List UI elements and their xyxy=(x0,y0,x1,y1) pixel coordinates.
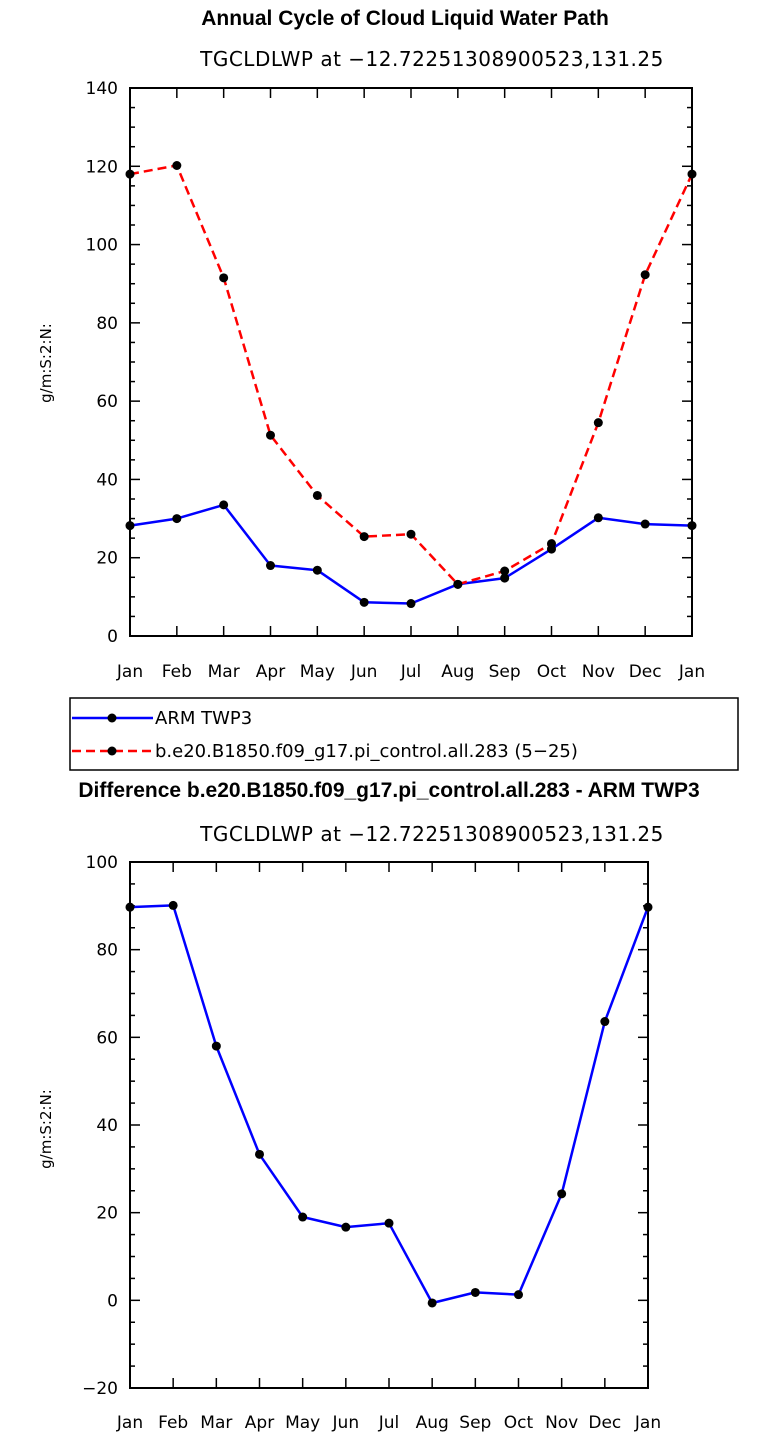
chart1-series-0-point xyxy=(266,561,275,571)
chart2-y-tick-label: 20 xyxy=(96,1204,118,1224)
chart1-x-tick-label: Apr xyxy=(256,662,285,682)
chart1-series-1-point xyxy=(219,273,229,283)
chart1-subtitle: TGCLDLWP at −12.72251308900523,131.25 xyxy=(199,47,664,71)
chart2-x-tick-label: Jun xyxy=(332,1413,360,1433)
chart2-series-0-point xyxy=(255,1149,264,1159)
chart1-series-0-point xyxy=(312,565,322,575)
chart1-series-0-point xyxy=(500,573,510,583)
chart2-x-tick-label: Feb xyxy=(158,1413,188,1433)
chart2-y-tick-label: 80 xyxy=(96,941,118,961)
chart2-x-tick-label: Apr xyxy=(245,1413,274,1433)
chart2-x-tick-label: Dec xyxy=(588,1413,621,1433)
chart2-series-0-point xyxy=(211,1041,221,1051)
chart1-y-tick-label: 60 xyxy=(96,392,118,412)
chart1-series-0-point xyxy=(687,521,697,531)
chart1-series-1-point xyxy=(172,161,182,171)
chart1-series-0-point xyxy=(359,597,369,607)
chart1-x-tick-label: Oct xyxy=(537,662,567,682)
chart2-series-0-point xyxy=(384,1218,394,1228)
chart1-series-0-point xyxy=(125,521,135,531)
chart1-x-tick-label: Sep xyxy=(489,662,521,682)
chart1-y-tick-label: 20 xyxy=(96,549,118,569)
chart2-y-tick-label: −20 xyxy=(82,1379,118,1399)
chart2-x-tick-label: Sep xyxy=(459,1413,491,1433)
chart1-series-1-point xyxy=(406,529,416,539)
chart1-series-1-point xyxy=(359,532,369,542)
chart1-series-1-point xyxy=(547,539,556,549)
chart1-x-tick-label: Jun xyxy=(350,662,378,682)
chart1-x-tick-label: Jul xyxy=(400,662,422,682)
chart1-series-0-point xyxy=(219,500,229,510)
chart2-y-tick-label: 40 xyxy=(96,1116,118,1136)
chart2-y-tick-label: 100 xyxy=(86,853,118,873)
chart2-x-tick-label: Jul xyxy=(378,1413,400,1433)
chart2-series-0-point xyxy=(643,902,653,912)
legend-label-arm-twp3: ARM TWP3 xyxy=(155,708,252,729)
chart2-series-0-point xyxy=(168,900,178,910)
chart2-subtitle: TGCLDLWP at −12.72251308900523,131.25 xyxy=(199,822,664,846)
chart2-plot-frame xyxy=(129,861,649,1389)
chart2-series-0-point xyxy=(298,1212,308,1222)
chart1-y-tick-label: 120 xyxy=(86,157,118,177)
chart1-series-1-point xyxy=(266,430,275,440)
chart1-x-tick-label: Feb xyxy=(162,662,192,682)
chart1-y-tick-label: 80 xyxy=(96,314,118,334)
chart2-x-tick-label: Aug xyxy=(416,1413,449,1433)
chart1-y-tick-label: 40 xyxy=(96,470,118,490)
chart1-series-1-point xyxy=(640,270,650,280)
chart1-series-1-point xyxy=(312,490,322,500)
chart2-series-0-point xyxy=(341,1222,351,1232)
chart1-y-tick-label: 140 xyxy=(86,79,118,99)
chart1-x-tick-label: Nov xyxy=(582,662,615,682)
chart1-plot-frame xyxy=(129,87,693,637)
chart2-x-tick-label: Oct xyxy=(504,1413,534,1433)
chart2-series-0-point xyxy=(600,1017,610,1027)
chart1-y-tick-label: 100 xyxy=(86,236,118,256)
chart2-y-tick-label: 0 xyxy=(107,1291,118,1311)
chart1-series-1-point xyxy=(125,169,135,179)
chart1-title: Annual Cycle of Cloud Liquid Water Path xyxy=(201,7,609,30)
chart2-x-tick-label: May xyxy=(285,1413,320,1433)
chart1-y-tick-label: 0 xyxy=(107,627,118,647)
difference-chart: Difference b.e20.B1850.f09_g17.pi_contro… xyxy=(37,779,700,1433)
legend-box xyxy=(69,697,739,771)
chart2-x-tick-label: Jan xyxy=(116,1413,143,1433)
legend-marker-model xyxy=(107,746,117,756)
chart1-x-tick-label: Jan xyxy=(116,662,143,682)
chart2-series-line-0 xyxy=(129,904,650,1305)
chart1-series-line-0 xyxy=(129,503,693,605)
chart1-series-line-1 xyxy=(129,164,694,586)
chart2-x-tick-label: Jan xyxy=(634,1413,661,1433)
chart1-y-axis-label: g/m:S:2:N: xyxy=(37,323,55,403)
chart1-x-tick-label: Dec xyxy=(629,662,662,682)
annual-cycle-chart: Annual Cycle of Cloud Liquid Water Path … xyxy=(37,7,705,682)
chart1-legend: ARM TWP3 b.e20.B1850.f09_g17.pi_control.… xyxy=(69,697,739,771)
chart1-series-1-point xyxy=(500,566,510,576)
chart1-series-1-point xyxy=(453,579,463,589)
chart2-series-0-point xyxy=(557,1189,567,1199)
chart2-y-tick-label: 60 xyxy=(96,1028,118,1048)
chart2-series-0-point xyxy=(125,902,135,912)
chart1-series-0-point xyxy=(172,514,182,524)
chart1-x-tick-label: Mar xyxy=(208,662,240,682)
chart2-y-axis-label: g/m:S:2:N: xyxy=(37,1089,55,1169)
legend-marker-arm-twp3 xyxy=(107,713,117,723)
chart1-series-1-point xyxy=(593,418,603,428)
chart1-series-0-point xyxy=(406,599,416,609)
chart1-series-1-point xyxy=(687,169,697,179)
chart2-title: Difference b.e20.B1850.f09_g17.pi_contro… xyxy=(78,779,699,802)
chart2-x-tick-label: Mar xyxy=(200,1413,232,1433)
chart2-series-0-point xyxy=(427,1298,437,1308)
chart1-series-0-point xyxy=(640,519,650,529)
chart2-series-0-point xyxy=(514,1290,523,1300)
legend-label-model: b.e20.B1850.f09_g17.pi_control.all.283 (… xyxy=(155,741,578,762)
chart2-series-0-point xyxy=(470,1287,480,1297)
chart1-x-tick-label: Aug xyxy=(441,662,474,682)
chart2-x-tick-label: Nov xyxy=(545,1413,578,1433)
chart1-x-tick-label: Jan xyxy=(678,662,705,682)
chart1-series-0-point xyxy=(593,513,603,523)
chart1-x-tick-label: May xyxy=(300,662,335,682)
